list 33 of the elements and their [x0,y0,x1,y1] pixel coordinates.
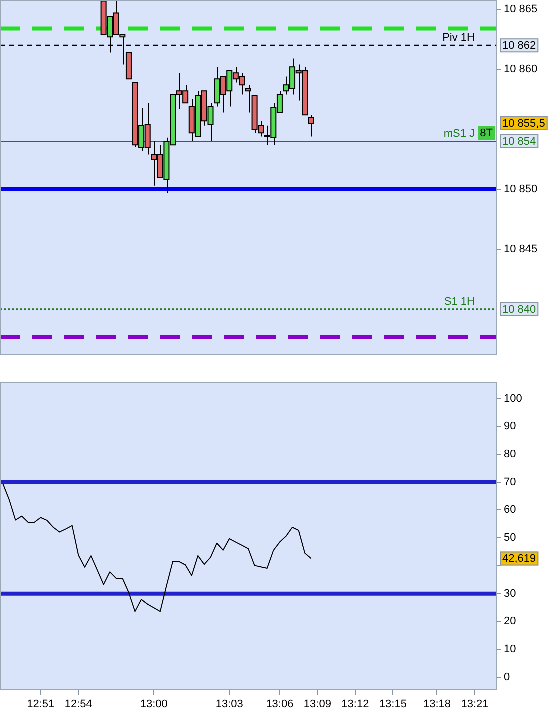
ref-line-label: mS1 J [444,128,475,140]
annotation: 8T [480,128,494,140]
y-tick-label: 50 [504,532,516,544]
annotation: 10 854 [502,136,536,148]
x-tick-label: 13:06 [266,698,294,711]
y-tick-label: 20 [504,616,516,628]
text: 10 855,5 [502,118,546,130]
x-tick-label: 13:00 [140,698,168,711]
x-tick-label: 13:15 [379,698,407,711]
text: 42,619 [502,553,536,566]
y-tick-label: 10 860 [504,64,538,76]
y-tick-label: 60 [504,504,516,516]
y-tick-label: 30 [504,588,516,600]
x-tick-label: 13:12 [342,698,370,711]
x-tick-label: 12:54 [64,698,92,711]
ref-line-label: Piv 1H [442,32,476,44]
y-tick-label: 10 [504,644,516,656]
y-tick-label: 10 865 [504,4,538,16]
y-tick-label: 90 [504,420,516,433]
y-tick-label: 10 850 [504,184,538,196]
ref-line-label: S1 1H [444,296,476,308]
annotation: 10 862 [502,40,536,52]
x-tick-label: 12:51 [27,698,55,711]
x-tick-label: 13:09 [304,698,332,711]
y-tick-label: 0 [504,671,510,684]
y-tick-label: 70 [504,476,516,488]
x-tick-label: 13:03 [216,698,244,711]
y-tick-label: 10 845 [504,243,538,256]
annotation: 10 840 [502,304,536,316]
y-tick-label: 100 [504,392,522,405]
y-tick-label: 80 [504,448,516,460]
x-tick-label: 13:21 [461,698,489,711]
x-tick-label: 13:18 [423,698,451,711]
